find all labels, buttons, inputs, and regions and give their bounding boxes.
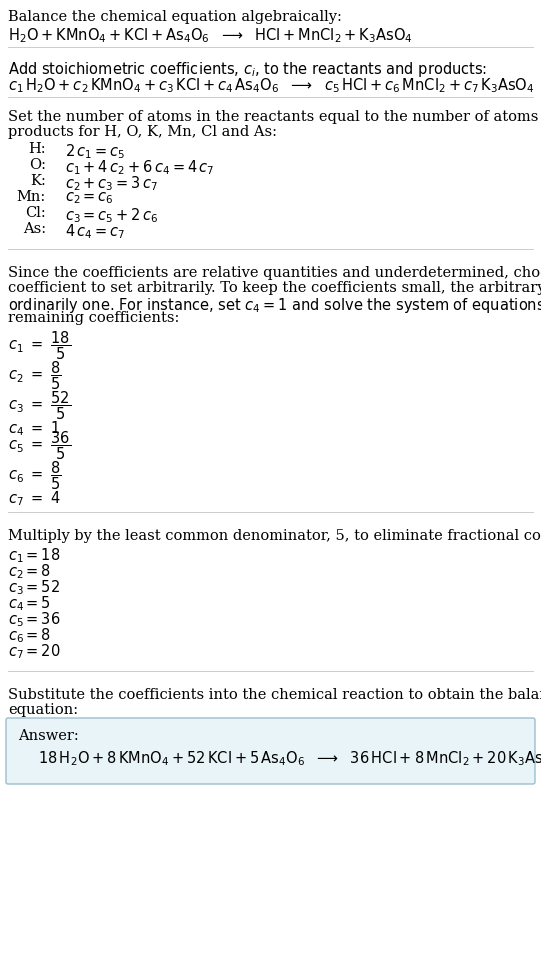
Text: Set the number of atoms in the reactants equal to the number of atoms in the: Set the number of atoms in the reactants…: [8, 109, 541, 124]
Text: Answer:: Answer:: [18, 729, 79, 742]
Text: $\mathrm{H_2O + KMnO_4 + KCl + As_4O_6}\ \ \longrightarrow\ \ \mathrm{HCl + MnCl: $\mathrm{H_2O + KMnO_4 + KCl + As_4O_6}\…: [8, 26, 413, 45]
Text: $c_6 = 8$: $c_6 = 8$: [8, 625, 51, 644]
Text: Add stoichiometric coefficients, $c_i$, to the reactants and products:: Add stoichiometric coefficients, $c_i$, …: [8, 60, 487, 78]
Text: $c_4 = 5$: $c_4 = 5$: [8, 593, 51, 612]
Text: Since the coefficients are relative quantities and underdetermined, choose a: Since the coefficients are relative quan…: [8, 266, 541, 280]
Text: $c_4$$\ =\ $$1$: $c_4$$\ =\ $$1$: [8, 419, 61, 437]
Text: $c_7 = 20$: $c_7 = 20$: [8, 641, 61, 660]
Text: Balance the chemical equation algebraically:: Balance the chemical equation algebraica…: [8, 10, 342, 24]
Text: Mn:: Mn:: [17, 190, 46, 203]
Text: $c_2$$\ =\ $$\dfrac{8}{5}$: $c_2$$\ =\ $$\dfrac{8}{5}$: [8, 359, 62, 391]
Text: $c_3 = c_5 + 2\,c_6$: $c_3 = c_5 + 2\,c_6$: [65, 205, 159, 225]
Text: $c_2 = 8$: $c_2 = 8$: [8, 561, 51, 580]
Text: Substitute the coefficients into the chemical reaction to obtain the balanced: Substitute the coefficients into the che…: [8, 687, 541, 702]
Text: $c_3$$\ =\ $$\dfrac{52}{5}$: $c_3$$\ =\ $$\dfrac{52}{5}$: [8, 389, 71, 422]
Text: Multiply by the least common denominator, 5, to eliminate fractional coefficient: Multiply by the least common denominator…: [8, 528, 541, 543]
Text: H:: H:: [28, 141, 46, 156]
Text: K:: K:: [30, 173, 46, 188]
Text: remaining coefficients:: remaining coefficients:: [8, 311, 180, 325]
Text: $4\,c_4 = c_7$: $4\,c_4 = c_7$: [65, 222, 126, 240]
Text: $c_2 + c_3 = 3\,c_7$: $c_2 + c_3 = 3\,c_7$: [65, 173, 159, 193]
Text: $c_3 = 52$: $c_3 = 52$: [8, 578, 60, 596]
Text: coefficient to set arbitrarily. To keep the coefficients small, the arbitrary va: coefficient to set arbitrarily. To keep …: [8, 281, 541, 295]
Text: O:: O:: [29, 158, 46, 172]
Text: $c_1 = 18$: $c_1 = 18$: [8, 546, 61, 564]
Text: products for H, O, K, Mn, Cl and As:: products for H, O, K, Mn, Cl and As:: [8, 125, 277, 139]
FancyBboxPatch shape: [6, 718, 535, 784]
Text: $c_5 = 36$: $c_5 = 36$: [8, 610, 61, 628]
Text: $18\,\mathrm{H_2O} + 8\,\mathrm{KMnO_4} + 52\,\mathrm{KCl} + 5\,\mathrm{As_4O_6}: $18\,\mathrm{H_2O} + 8\,\mathrm{KMnO_4} …: [38, 748, 541, 766]
Text: $c_5$$\ =\ $$\dfrac{36}{5}$: $c_5$$\ =\ $$\dfrac{36}{5}$: [8, 428, 71, 461]
Text: equation:: equation:: [8, 703, 78, 716]
Text: $c_1\,\mathrm{H_2O} + c_2\,\mathrm{KMnO_4} + c_3\,\mathrm{KCl} + c_4\,\mathrm{As: $c_1\,\mathrm{H_2O} + c_2\,\mathrm{KMnO_…: [8, 76, 535, 95]
Text: $c_2 = c_6$: $c_2 = c_6$: [65, 190, 114, 205]
Text: Cl:: Cl:: [25, 205, 46, 220]
Text: As:: As:: [23, 222, 46, 235]
Text: $c_1$$\ =\ $$\dfrac{18}{5}$: $c_1$$\ =\ $$\dfrac{18}{5}$: [8, 328, 71, 361]
Text: $c_7$$\ =\ $$4$: $c_7$$\ =\ $$4$: [8, 488, 61, 507]
Text: $c_1 + 4\,c_2 + 6\,c_4 = 4\,c_7$: $c_1 + 4\,c_2 + 6\,c_4 = 4\,c_7$: [65, 158, 215, 176]
Text: $c_6$$\ =\ $$\dfrac{8}{5}$: $c_6$$\ =\ $$\dfrac{8}{5}$: [8, 458, 62, 491]
Text: ordinarily one. For instance, set $c_4 = 1$ and solve the system of equations fo: ordinarily one. For instance, set $c_4 =…: [8, 296, 541, 315]
Text: $2\,c_1 = c_5$: $2\,c_1 = c_5$: [65, 141, 126, 161]
